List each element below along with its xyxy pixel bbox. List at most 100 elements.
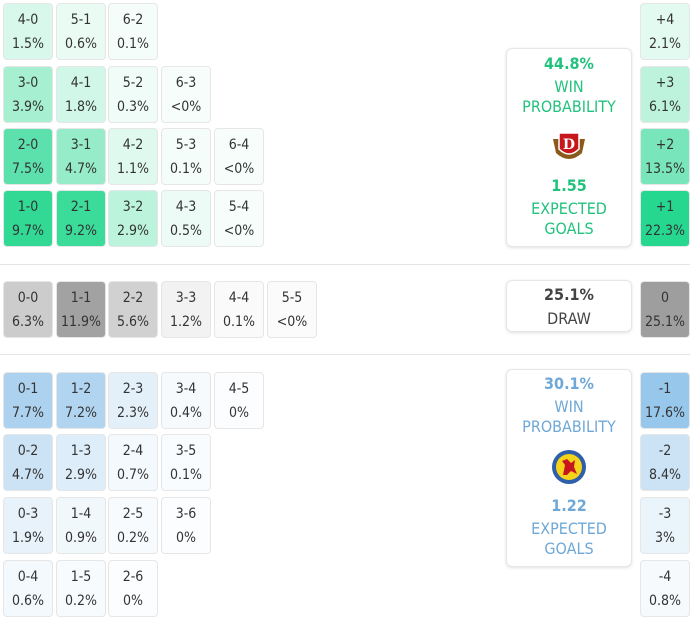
away-xg: 1.22 [551,496,587,515]
score-cell[interactable]: 2-2 5.6% [108,281,158,338]
score-label: 1-5 [70,569,92,585]
divider [0,264,690,265]
probability-label: 2.1% [649,36,681,52]
score-cell[interactable]: 3-4 0.4% [161,372,211,429]
score-cell[interactable]: 3-0 3.9% [3,66,53,123]
score-label: 3-2 [122,199,144,215]
score-cell[interactable]: 0 25.1% [640,281,690,338]
score-cell[interactable]: 6-3 <0% [161,66,211,123]
home-xg-label-2: GOALS [544,219,594,238]
score-cell[interactable]: 0-1 7.7% [3,372,53,429]
score-label: 2-1 [70,199,92,215]
score-cell[interactable]: 1-3 2.9% [56,434,106,491]
score-cell[interactable]: 5-1 0.6% [56,3,106,60]
score-cell[interactable]: 3-3 1.2% [161,281,211,338]
score-cell[interactable]: +1 22.3% [640,190,690,247]
svg-text:D: D [563,137,575,153]
score-label: 4-5 [228,381,250,397]
away-win-label-2: PROBABILITY [522,417,616,436]
probability-label: 9.2% [65,223,97,239]
score-cell[interactable]: 1-4 0.9% [56,497,106,554]
score-cell[interactable]: 3-2 2.9% [108,190,158,247]
score-cell[interactable]: 1-1 11.9% [56,281,106,338]
score-cell[interactable]: 0-2 4.7% [3,434,53,491]
probability-label: 0% [123,593,143,609]
probability-label: 3% [655,530,675,546]
score-label: 2-6 [122,569,144,585]
score-cell[interactable]: 6-2 0.1% [108,3,158,60]
score-label: 0 [660,290,669,306]
probability-label: 0.4% [170,405,202,421]
probability-label: <0% [223,223,255,239]
score-cell[interactable]: 6-4 <0% [214,128,264,185]
probability-label: 0% [229,405,249,421]
score-label: 6-4 [228,137,250,153]
score-cell[interactable]: 0-4 0.6% [3,560,53,617]
score-cell[interactable]: 4-5 0% [214,372,264,429]
score-cell[interactable]: -3 3% [640,497,690,554]
probability-label: 0.7% [117,467,149,483]
probability-label: 0.1% [170,161,202,177]
probability-label: 7.2% [65,405,97,421]
score-label: 3-4 [175,381,197,397]
score-label: 3-1 [70,137,92,153]
score-cell[interactable]: 5-4 <0% [214,190,264,247]
score-cell[interactable]: 1-2 7.2% [56,372,106,429]
score-cell[interactable]: 4-2 1.1% [108,128,158,185]
score-cell[interactable]: 5-2 0.3% [108,66,158,123]
score-cell[interactable]: 5-3 0.1% [161,128,211,185]
score-label: -1 [658,381,672,397]
score-cell[interactable]: 2-3 2.3% [108,372,158,429]
score-cell[interactable]: -4 0.8% [640,560,690,617]
score-cell[interactable]: 2-6 0% [108,560,158,617]
probability-label: 2.3% [117,405,149,421]
score-label: 2-2 [122,290,144,306]
score-cell[interactable]: 4-4 0.1% [214,281,264,338]
eintracht-braunschweig-crest-icon [549,447,589,487]
score-cell[interactable]: 3-5 0.1% [161,434,211,491]
home-win-pct: 44.8% [544,54,594,73]
score-cell[interactable]: +3 6.1% [640,66,690,123]
score-cell[interactable]: 2-0 7.5% [3,128,53,185]
draw-label: DRAW [547,309,591,328]
probability-label: 9.7% [12,223,44,239]
probability-label: 1.5% [12,36,44,52]
score-label: -2 [658,443,672,459]
score-cell[interactable]: -1 17.6% [640,372,690,429]
probability-label: 22.3% [644,223,685,239]
score-cell[interactable]: 2-5 0.2% [108,497,158,554]
score-cell[interactable]: 3-6 0% [161,497,211,554]
score-label: 0-3 [17,506,39,522]
probability-label: 0.2% [65,593,97,609]
home-summary-card: 44.8% WIN PROBABILITY D 1.55 EXPECTED GO… [506,48,632,247]
probability-label: 0.1% [117,36,149,52]
score-cell[interactable]: 0-0 6.3% [3,281,53,338]
score-label: 5-3 [175,137,197,153]
probability-label: 0.3% [117,99,149,115]
score-cell[interactable]: 1-0 9.7% [3,190,53,247]
probability-label: 17.6% [644,405,685,421]
score-cell[interactable]: 4-1 1.8% [56,66,106,123]
score-cell[interactable]: 0-3 1.9% [3,497,53,554]
probability-label: 7.7% [12,405,44,421]
score-cell[interactable]: 3-1 4.7% [56,128,106,185]
probability-label: 2.9% [117,223,149,239]
score-cell[interactable]: -2 8.4% [640,434,690,491]
score-cell[interactable]: +2 13.5% [640,128,690,185]
score-label: 0-2 [17,443,39,459]
score-label: 6-3 [175,75,197,91]
score-cell[interactable]: 4-0 1.5% [3,3,53,60]
score-label: 6-2 [122,12,144,28]
score-cell[interactable]: 4-3 0.5% [161,190,211,247]
score-cell[interactable]: 2-4 0.7% [108,434,158,491]
score-cell[interactable]: +4 2.1% [640,3,690,60]
score-label: +4 [655,12,675,28]
score-cell[interactable]: 1-5 0.2% [56,560,106,617]
score-cell[interactable]: 2-1 9.2% [56,190,106,247]
score-cell[interactable]: 5-5 <0% [267,281,317,338]
score-label: 2-0 [17,137,39,153]
dynamo-dresden-crest-icon: D [549,127,589,167]
probability-label: 2.9% [65,467,97,483]
away-xg-label-2: GOALS [544,539,594,558]
probability-label: 4.7% [12,467,44,483]
